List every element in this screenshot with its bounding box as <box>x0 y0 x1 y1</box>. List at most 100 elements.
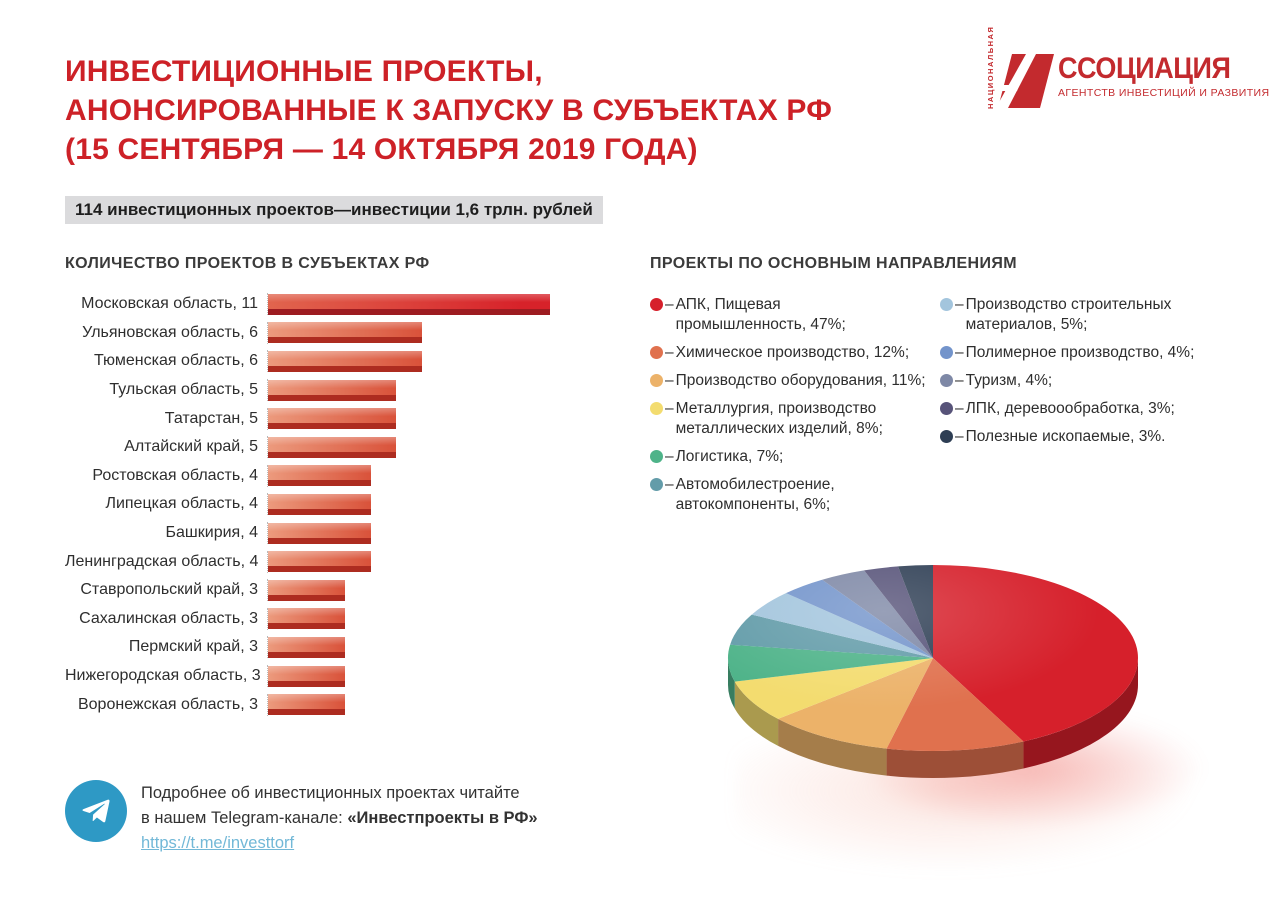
bar <box>268 608 345 630</box>
legend-color-dot-icon <box>650 450 663 463</box>
bar-row: Ленинградская область, 4 <box>65 547 625 576</box>
bar <box>268 493 371 515</box>
bar-row: Воронежская область, 3 <box>65 690 625 719</box>
bar-label: Липецкая область, 4 <box>105 495 258 513</box>
association-a-mark-icon <box>998 54 1054 108</box>
telegram-plane-icon <box>82 799 110 823</box>
legend-item: – ЛПК, деревоообработка, 3%; <box>940 399 1250 419</box>
telegram-text-line-1: Подробнее об инвестиционных проектах чит… <box>141 784 520 802</box>
legend-dash: – <box>665 476 674 493</box>
bar-label: Сахалинская область, 3 <box>79 609 258 627</box>
bar-track <box>267 693 550 716</box>
legend-item: – Логистика, 7%; <box>650 447 940 467</box>
bar-label: Нижегородская область, 3 <box>65 667 261 685</box>
pie-slice <box>734 681 779 746</box>
legend-item: – Туризм, 4%; <box>940 371 1250 391</box>
bar-label: Татарстан, 5 <box>164 409 258 427</box>
legend-color-dot-icon <box>650 478 663 491</box>
bar-row: Ставропольский край, 3 <box>65 576 625 605</box>
legend-color-dot-icon <box>940 430 953 443</box>
bar-track <box>267 407 550 430</box>
bar-label: Пермский край, 3 <box>128 638 258 656</box>
pie-slice <box>886 741 1024 778</box>
legend-dash: – <box>665 448 674 465</box>
legend-dash: – <box>665 372 674 389</box>
legend-color-dot-icon <box>650 402 663 415</box>
legend-dash: – <box>665 344 674 361</box>
pie-highlight <box>728 565 1138 751</box>
bar <box>268 436 397 458</box>
bar <box>268 579 345 601</box>
legend-label: Производство оборудования, 11%; <box>675 372 926 389</box>
legend-label: Металлургия, производство металлических и… <box>675 400 883 437</box>
legend-item: – Химическое производство, 12%; <box>650 343 940 363</box>
legend-label: ЛПК, деревоообработка, 3%; <box>965 400 1175 417</box>
bar-track <box>267 550 550 573</box>
bar-label: Воронежская область, 3 <box>77 695 258 713</box>
bar-row: Липецкая область, 4 <box>65 490 625 519</box>
bar-track <box>267 321 550 344</box>
bar-label: Алтайский край, 5 <box>124 438 258 456</box>
bar-row: Московская область, 11 <box>65 290 625 319</box>
telegram-channel-name: «Инвестпроекты в РФ» <box>347 809 538 827</box>
logo-vertical-text: НАЦИОНАЛЬНАЯ <box>986 25 995 109</box>
bar-track <box>267 665 550 688</box>
pie-slice <box>778 718 887 776</box>
bar <box>268 665 345 687</box>
bar-row: Ростовская область, 4 <box>65 462 625 491</box>
bar-row: Алтайский край, 5 <box>65 433 625 462</box>
bar <box>268 322 422 344</box>
bar-track <box>267 636 550 659</box>
bar-label: Ставропольский край, 3 <box>80 581 258 599</box>
bar <box>268 522 371 544</box>
bar <box>268 551 371 573</box>
bar-row: Пермский край, 3 <box>65 633 625 662</box>
bar-row: Сахалинская область, 3 <box>65 605 625 634</box>
legend-label: АПК, Пищевая промышленность, 47%; <box>675 296 846 333</box>
legend-dash: – <box>955 428 964 445</box>
bar <box>268 636 345 658</box>
legend-dash: – <box>955 372 964 389</box>
bar-track <box>267 350 550 373</box>
legend-label: Химическое производство, 12%; <box>675 344 910 361</box>
legend-color-dot-icon <box>940 402 953 415</box>
page-title-line-2: АНОНСИРОВАННЫЕ К ЗАПУСКУ В СУБЪЕКТАХ РФ <box>65 94 833 127</box>
legend-item: – Полимерное производство, 4%; <box>940 343 1250 363</box>
legend-item: – Металлургия, производство металлических … <box>650 399 940 439</box>
bar-label: Тюменская область, 6 <box>93 352 258 370</box>
legend-item: – Производство строительных материалов, 5%… <box>940 295 1250 335</box>
telegram-promo: Подробнее об инвестиционных проектах чит… <box>65 780 538 856</box>
bar-label: Ростовская область, 4 <box>92 466 258 484</box>
legend-color-dot-icon <box>650 298 663 311</box>
legend-color-dot-icon <box>940 374 953 387</box>
bar-row: Татарстан, 5 <box>65 404 625 433</box>
legend-color-dot-icon <box>940 346 953 359</box>
legend-label: Полезные ископаемые, 3%. <box>965 428 1166 445</box>
pie-slice <box>1023 658 1138 769</box>
bar-track <box>267 607 550 630</box>
telegram-icon <box>65 780 127 842</box>
bar <box>268 408 397 430</box>
logo-wordmark: ССОЦИАЦИЯ <box>1058 52 1231 85</box>
bar-track <box>267 522 550 545</box>
legend-label: Производство строительных материалов, 5%; <box>965 296 1172 333</box>
bar-track <box>267 436 550 459</box>
telegram-link[interactable]: https://t.me/investtorf <box>141 834 295 852</box>
telegram-text-line-2: в нашем Telegram-канале: «Инвестпроекты … <box>141 809 538 827</box>
pie-chart <box>705 550 1165 790</box>
page-title: ИНВЕСТИЦИОННЫЕ ПРОЕКТЫ, АНОНСИРОВАННЫЕ К… <box>65 52 915 169</box>
legend-label: Автомобилестроение, автокомпоненты, 6%; <box>675 476 835 513</box>
legend-dash: – <box>665 400 674 417</box>
pie-legend-section: ПРОЕКТЫ ПО ОСНОВНЫМ НАПРАВЛЕНИЯМ – АПК, П… <box>650 255 1250 523</box>
bar-label: Ленинградская область, 4 <box>65 552 259 570</box>
bar <box>268 293 550 315</box>
association-logo: НАЦИОНАЛЬНАЯ ССОЦИАЦИЯ АГЕНТСТВ ИНВЕСТИЦ… <box>986 25 1269 109</box>
bar-chart-rows: Московская область, 11 Ульяновская област… <box>65 290 625 719</box>
legend-item: – Производство оборудования, 11%; <box>650 371 940 391</box>
legend-color-dot-icon <box>650 374 663 387</box>
bar <box>268 465 371 487</box>
bar-label: Башкирия, 4 <box>165 524 258 542</box>
bar-label: Ульяновская область, 6 <box>82 323 258 341</box>
bar <box>268 694 345 716</box>
legend-color-dot-icon <box>940 298 953 311</box>
